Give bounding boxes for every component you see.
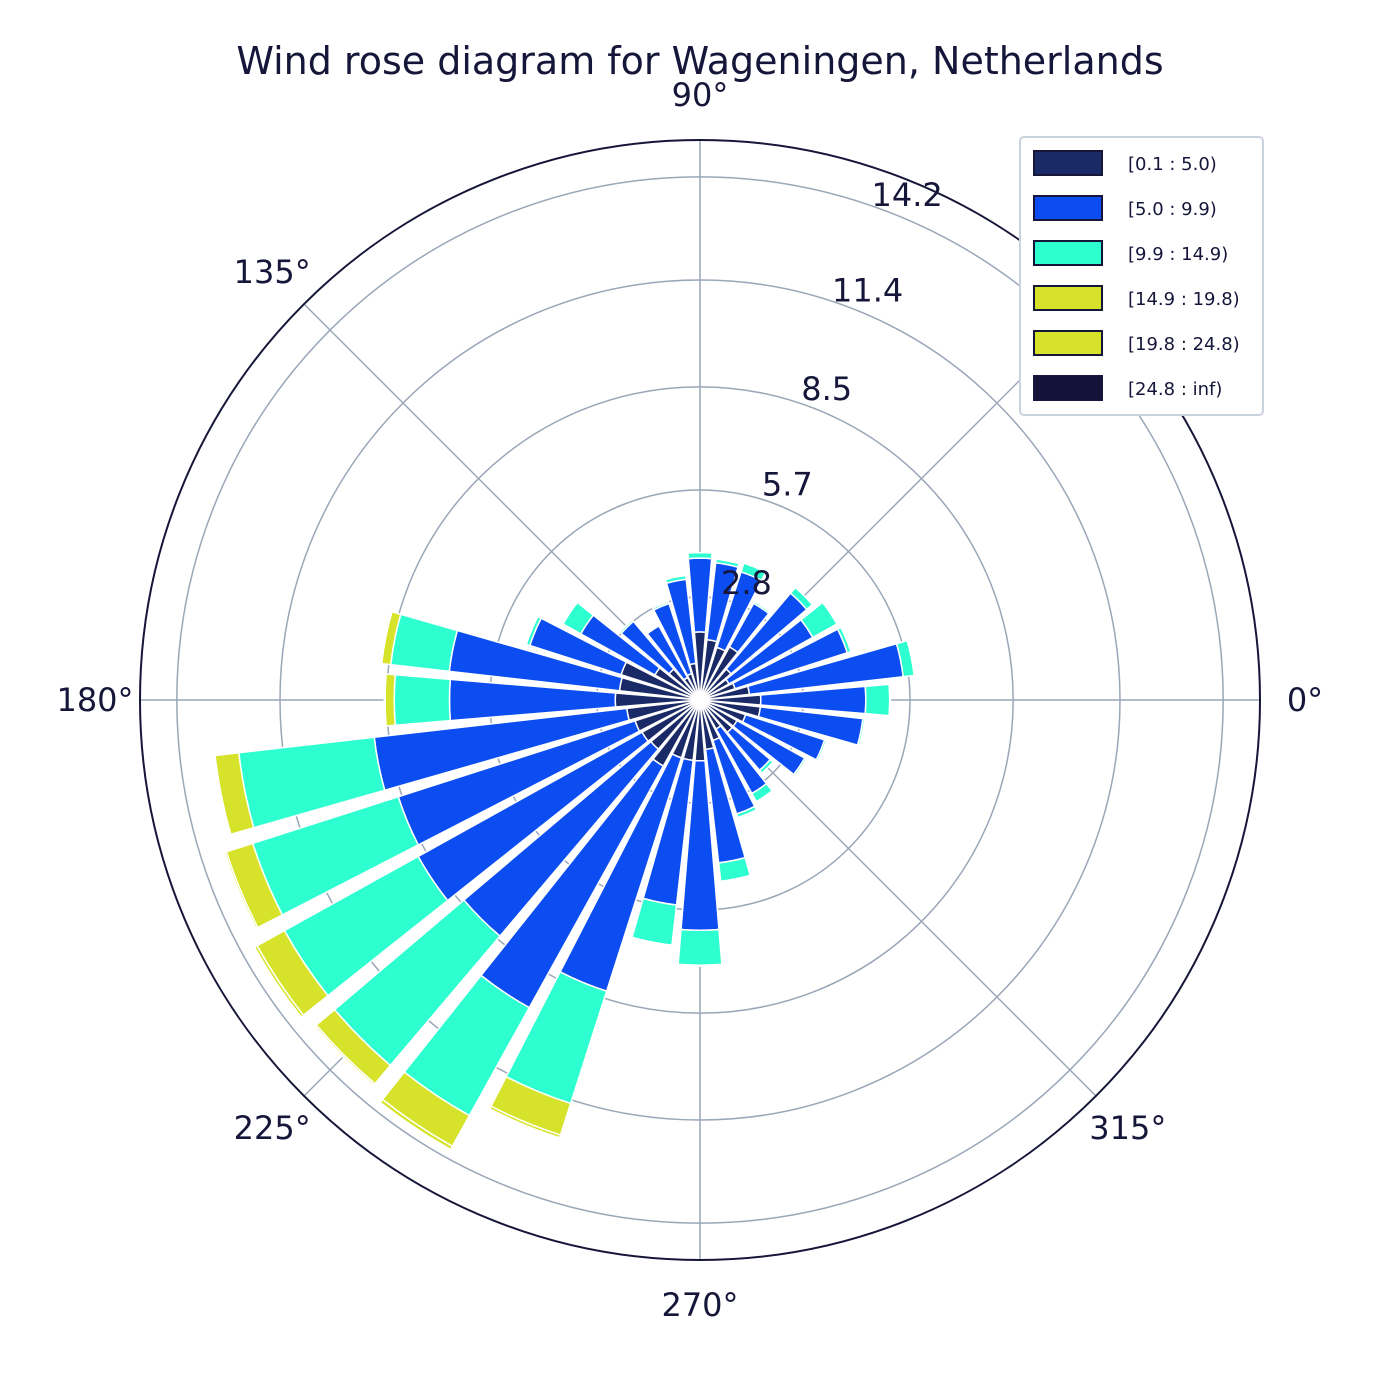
- sector-2-bin-2: [836, 626, 852, 654]
- sector-11-bin-1: [646, 624, 689, 681]
- sector-16-bin-2: [393, 674, 452, 726]
- sector-25-bin-2: [717, 856, 752, 883]
- chart-title: Wind rose diagram for Wageningen, Nether…: [236, 39, 1163, 83]
- angle-label-270: 270°: [661, 1286, 738, 1324]
- angle-label-135: 135°: [234, 253, 311, 291]
- angle-label-0: 0°: [1287, 681, 1323, 719]
- legend-swatch-2: [1033, 240, 1103, 266]
- radial-label-4: 14.2: [871, 176, 942, 214]
- legend-label-0: [0.1 : 5.0): [1128, 154, 1217, 175]
- sector-6-bin-2: [740, 562, 767, 582]
- legend-swatch-3: [1033, 285, 1103, 311]
- angle-label-315: 315°: [1089, 1109, 1166, 1147]
- sector-31-bin-2: [856, 717, 866, 747]
- sector-17-bin-4: [213, 754, 232, 836]
- radial-label-0: 2.8: [721, 564, 772, 602]
- sector-20-bin-4: [313, 1024, 376, 1087]
- sector-16-bin-3: [384, 673, 397, 727]
- angle-label-225: 225°: [234, 1109, 311, 1147]
- legend-label-5: [24.8 : inf): [1128, 379, 1222, 400]
- sector-12-bin-2: [618, 618, 635, 635]
- axis-labels: 0° 90° 135° 180° 225° 270° 315° 2.8 5.7 8.5 11.4 14…: [56, 76, 1323, 1324]
- polar-frame: [139, 139, 1261, 1261]
- sector-4-bin-2: [789, 586, 814, 611]
- angle-label-180: 180°: [56, 681, 133, 719]
- radial-label-1: 5.7: [762, 465, 813, 503]
- sector-0-bin-3: [888, 683, 892, 717]
- legend-label-3: [14.9 : 19.8): [1128, 289, 1240, 310]
- sector-13-bin-2: [562, 601, 595, 635]
- sector-10-bin-2: [651, 600, 671, 611]
- sector-15-bin-4: [379, 610, 393, 665]
- sector-9-bin-2: [664, 574, 688, 585]
- legend-label-4: [19.8 : 24.8): [1128, 334, 1240, 355]
- legend-frame: [1019, 136, 1264, 416]
- grid-ring-3: [279, 279, 1121, 1121]
- sector-21-bin-4: [379, 1098, 454, 1151]
- sector-14-bin-2: [525, 615, 543, 647]
- sector-24-bin-2: [677, 928, 723, 967]
- sector-22-bin-4: [488, 1105, 562, 1139]
- radial-label-2: 8.5: [801, 370, 852, 408]
- wind-sectors: [213, 551, 915, 1151]
- sector-1-bin-2: [895, 639, 915, 678]
- legend-label-2: [9.9 : 14.9): [1128, 244, 1228, 265]
- legend-swatch-1: [1033, 195, 1103, 221]
- sector-24-bin-3: [677, 963, 723, 967]
- sector-7-bin-2: [714, 558, 740, 569]
- sector-15-bin-2: [389, 613, 459, 673]
- sector-27-bin-2: [750, 782, 774, 803]
- legend-swatch-5: [1033, 375, 1103, 401]
- radial-label-3: 11.4: [832, 271, 903, 309]
- sector-3-bin-2: [799, 601, 838, 639]
- grid-ring-4: [176, 176, 1224, 1224]
- legend-swatch-0: [1033, 150, 1103, 176]
- sector-26-bin-2: [735, 805, 758, 819]
- sector-0-bin-2: [864, 683, 891, 717]
- sector-16-bin-4: [383, 673, 387, 727]
- sector-23-bin-2: [631, 897, 678, 947]
- legend-swatch-4: [1033, 330, 1103, 356]
- legend-label-1: [5.0 : 9.9): [1128, 199, 1217, 220]
- sector-28-bin-2: [758, 758, 775, 775]
- sector-5-bin-2: [752, 600, 771, 615]
- sector-30-bin-2: [815, 738, 828, 762]
- sector-23-bin-3: [630, 936, 673, 947]
- sector-8-bin-1: [687, 557, 713, 633]
- angle-label-90: 90°: [672, 76, 729, 114]
- sector-29-bin-2: [792, 757, 808, 777]
- legend: [0.1 : 5.0) [5.0 : 9.9) [9.9 : 14.9) [14.9 …: [1019, 136, 1264, 416]
- sector-8-bin-2: [687, 551, 713, 560]
- sector-19-bin-4: [253, 944, 305, 1019]
- sector-18-bin-4: [223, 850, 259, 930]
